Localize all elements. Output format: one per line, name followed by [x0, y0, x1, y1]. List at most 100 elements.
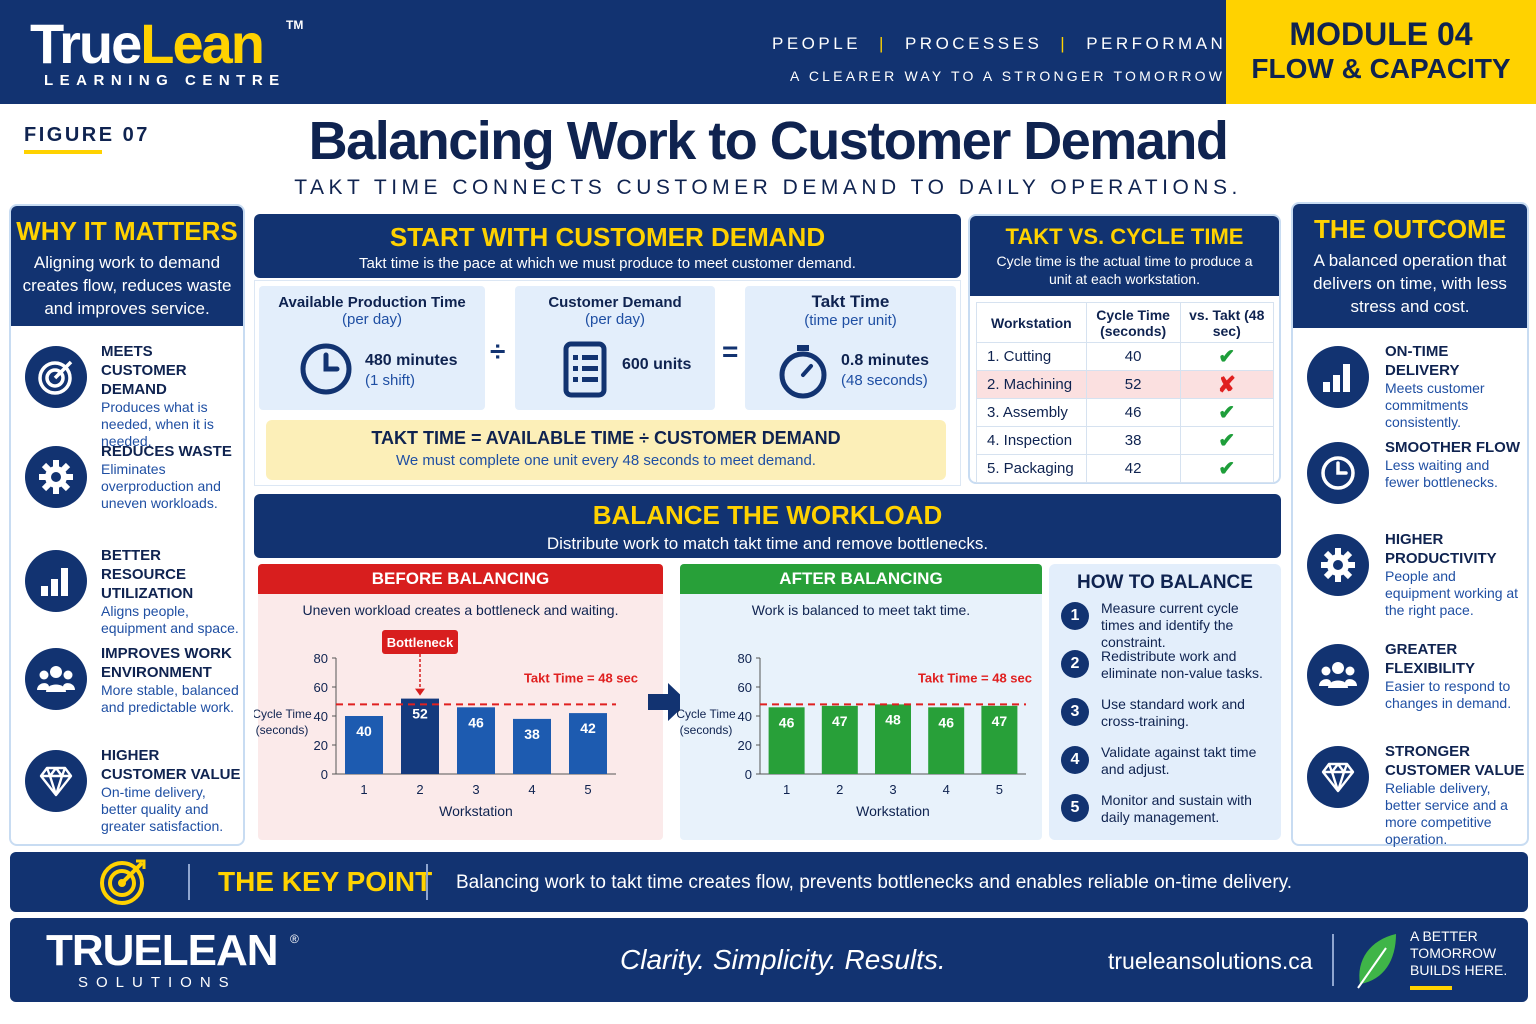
x-tick-label: 5: [996, 782, 1003, 797]
bar-value-label: 47: [992, 713, 1008, 729]
before-sub: Uneven workload creates a bottleneck and…: [302, 602, 619, 618]
step-number: 1: [1061, 602, 1089, 630]
header-tagline: PEOPLE | PROCESSES | PERFORMANCE: [772, 34, 1257, 53]
x-tick-label: 2: [416, 782, 423, 797]
x-tick-label: 4: [528, 782, 535, 797]
y-axis-label-units: (seconds): [256, 723, 309, 737]
table-row: 3. Assembly 46 ✔: [976, 398, 1275, 427]
table-row: 2. Machining 52 ✘: [976, 370, 1275, 399]
why-item-title: REDUCES WASTE: [101, 443, 232, 460]
takt-formula: TAKT TIME = AVAILABLE TIME ÷ CUSTOMER DE…: [371, 428, 841, 448]
divide-sign: ÷: [490, 336, 506, 367]
takt-formula-sub: We must complete one unit every 48 secon…: [396, 452, 816, 469]
outcome-item-title: STRONGER: [1385, 743, 1471, 760]
available-time-shift: (1 shift): [365, 372, 416, 389]
col-cycle-time: Cycle Time (seconds): [1085, 302, 1181, 343]
cycle-time-rows: 1. Cutting 40 ✔ 2. Machining 52 ✘ 3. Assembly 4…: [976, 342, 1275, 483]
y-tick-label: 20: [738, 738, 752, 753]
why-item-desc: On-time delivery, better quality and gre…: [101, 784, 224, 834]
takt-time-box: Takt Time (time per unit) 0.8 minutes (4…: [745, 286, 956, 410]
x-axis-label: Workstation: [856, 803, 930, 819]
equals-sign: =: [722, 336, 739, 367]
why-heading: WHY IT MATTERS: [16, 216, 238, 246]
bar-value-label: 40: [356, 723, 372, 739]
module-number: MODULE 04: [1289, 16, 1473, 52]
step-text: Monitor and sustain with daily managemen…: [1101, 792, 1252, 825]
x-tick-label: 3: [472, 782, 479, 797]
why-item-desc: Eliminates overproduction and uneven wor…: [101, 461, 221, 511]
outcome-header: THE OUTCOME A balanced operation that de…: [1293, 204, 1527, 328]
step-number: 2: [1061, 650, 1089, 678]
outcome-item-title-2: FLEXIBILITY: [1385, 660, 1475, 677]
customer-demand-box: Customer Demand (per day) 600 units: [515, 286, 715, 410]
key-divider-2: [426, 864, 428, 900]
x-tick-label: 4: [943, 782, 950, 797]
bar-chart-icon: [25, 550, 87, 612]
chart-bar: [821, 705, 858, 774]
available-time-box: Available Production Time (per day) 480 …: [259, 286, 485, 410]
takt-line-label: Takt Time = 48 sec: [524, 670, 638, 685]
clipboard-list-icon: [563, 341, 607, 398]
clock-icon: [300, 343, 352, 395]
check-icon: ✔: [1179, 454, 1275, 483]
how-to-balance-panel: HOW TO BALANCE 1 Measure current cycle ti…: [1049, 564, 1281, 840]
key-divider-1: [188, 864, 190, 900]
why-header: WHY IT MATTERS Aligning work to demand c…: [11, 206, 243, 326]
why-item-title-2: CUSTOMER DEMAND: [101, 362, 187, 398]
takt-formula-box: TAKT TIME = AVAILABLE TIME ÷ CUSTOMER DE…: [266, 420, 946, 480]
takt-time-title: Takt Time: [811, 292, 890, 311]
outcome-item-title-2: PRODUCTIVITY: [1385, 550, 1497, 567]
workstation-cell: 4. Inspection: [976, 426, 1087, 455]
module-badge: MODULE 04 FLOW & CAPACITY: [1226, 0, 1536, 104]
check-icon: ✔: [1179, 426, 1275, 455]
key-point-heading: THE KEY POINT: [218, 866, 433, 897]
outcome-item-desc: Meets customer commitments consistently.: [1385, 380, 1485, 430]
step-number: 3: [1061, 698, 1089, 726]
available-time-value: 480 minutes: [365, 352, 458, 369]
customer-demand-sub: (per day): [584, 311, 646, 328]
takt-vs-cycle-panel: TAKT VS. CYCLE TIME Cycle time is the ac…: [968, 214, 1281, 484]
footer-url[interactable]: trueleansolutions.ca: [1108, 948, 1313, 974]
footer-right-text: A BETTER TOMORROW BUILDS HERE.: [1410, 928, 1508, 978]
step-text: Redistribute work and eliminate non-valu…: [1101, 648, 1263, 681]
y-tick-label: 80: [314, 651, 328, 666]
how-heading: HOW TO BALANCE: [1077, 572, 1253, 593]
figure-label: FIGURE 07: [24, 124, 150, 146]
target-icon: [100, 859, 146, 905]
bottleneck-label: Bottleneck: [387, 635, 454, 650]
table-row: 5. Packaging 42 ✔: [976, 454, 1275, 483]
x-tick-label: 5: [584, 782, 591, 797]
outcome-item-title: SMOOTHER FLOW: [1385, 439, 1520, 456]
chart-bar: [401, 698, 439, 774]
y-tick-label: 20: [314, 738, 328, 753]
bottleneck-badge: [382, 630, 458, 654]
trademark-mark: TM: [286, 18, 304, 32]
footer-divider: [1332, 934, 1334, 986]
takt-time-value: 0.8 minutes: [841, 352, 930, 369]
outcome-heading: THE OUTCOME: [1313, 214, 1507, 244]
table-row: 1. Cutting 40 ✔: [976, 342, 1275, 371]
bar-value-label: 46: [468, 714, 484, 730]
page-subtitle: TAKT TIME CONNECTS CUSTOMER DEMAND TO DA…: [294, 176, 1242, 199]
chart-bar: [513, 718, 551, 774]
bar-value-label: 42: [580, 720, 596, 736]
y-tick-label: 60: [738, 680, 752, 695]
y-tick-label: 40: [738, 709, 752, 724]
workstation-cell: 3. Assembly: [976, 398, 1087, 427]
chart-bar: [981, 705, 1018, 774]
truelean-logo: TrueLean: [30, 12, 265, 75]
y-tick-label: 0: [745, 767, 752, 782]
outcome-intro: A balanced operation that delivers on ti…: [1313, 251, 1507, 316]
stopwatch-icon: [779, 345, 827, 399]
available-time-title: Available Production Time: [278, 294, 466, 311]
takt-vs-heading: TAKT VS. CYCLE TIME: [1005, 224, 1244, 249]
y-axis-label: Cycle Time: [676, 707, 736, 721]
cycle-time-cell: 46: [1085, 398, 1181, 427]
bar-value-label: 52: [412, 706, 428, 722]
y-tick-label: 0: [321, 767, 328, 782]
why-item-title: BETTER RESOURCE: [101, 547, 187, 583]
diamond-icon: [25, 750, 87, 812]
bar-chart-icon: [1307, 346, 1369, 408]
check-icon: ✔: [1179, 342, 1275, 371]
logo-subtitle: LEARNING CENTRE: [44, 72, 286, 89]
